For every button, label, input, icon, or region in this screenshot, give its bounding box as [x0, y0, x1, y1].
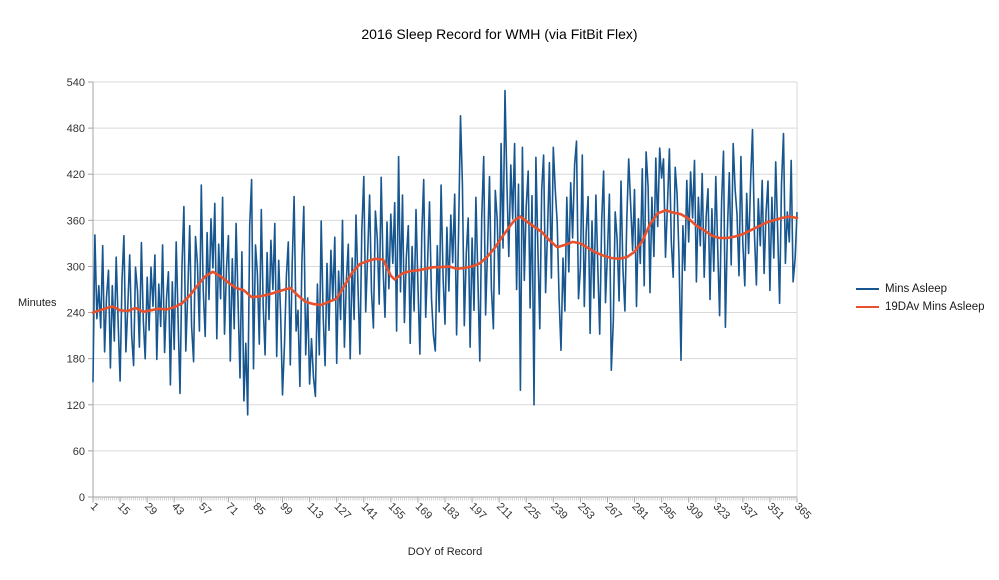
series-line-1-19dav-mins-asleep [91, 209, 799, 314]
legend: Mins Asleep 19DAv Mins Asleep [856, 280, 985, 316]
x-tick-label-281: 281 [629, 501, 650, 522]
y-tick-label-60: 60 [73, 446, 85, 458]
x-tick-label-197: 197 [467, 501, 488, 522]
legend-line-swatch-blue [856, 288, 879, 290]
legend-item-mins-asleep: Mins Asleep [856, 280, 985, 298]
y-tick-label-360: 360 [67, 215, 85, 227]
x-tick-label-57: 57 [196, 501, 213, 518]
y-tick-label-180: 180 [67, 354, 85, 366]
x-tick-label-29: 29 [142, 501, 159, 518]
x-tick-label-99: 99 [277, 501, 294, 518]
x-tick-label-351: 351 [765, 501, 786, 522]
legend-line-swatch-orange [856, 306, 879, 308]
y-axis-title: Minutes [18, 297, 57, 309]
y-tick-label-0: 0 [79, 492, 85, 504]
x-tick-label-85: 85 [250, 501, 267, 518]
x-tick-label-225: 225 [521, 501, 542, 522]
x-tick-label-211: 211 [494, 501, 515, 522]
x-tick-label-323: 323 [711, 501, 732, 522]
x-tick-label-155: 155 [386, 501, 407, 522]
x-tick-label-239: 239 [548, 501, 569, 522]
x-tick-label-113: 113 [304, 501, 325, 522]
legend-label: Mins Asleep [885, 283, 948, 295]
x-tick-label-1: 1 [88, 501, 101, 514]
y-tick-label-480: 480 [67, 123, 85, 135]
y-tick-label-300: 300 [67, 261, 85, 273]
x-tick-label-253: 253 [575, 501, 596, 522]
x-tick-label-337: 337 [738, 501, 759, 522]
x-tick-label-43: 43 [169, 501, 186, 518]
x-tick-label-295: 295 [656, 501, 677, 522]
legend-label: 19DAv Mins Asleep [885, 301, 985, 313]
chart-title: 2016 Sleep Record for WMH (via FitBit Fl… [361, 26, 638, 42]
series-line-0-mins-asleep [92, 89, 798, 416]
x-tick-label-127: 127 [332, 501, 353, 522]
x-tick-label-183: 183 [440, 501, 461, 522]
x-tick-label-365: 365 [792, 501, 813, 522]
x-tick-label-169: 169 [413, 501, 434, 522]
x-tick-label-141: 141 [359, 501, 380, 522]
y-tick-label-240: 240 [67, 308, 85, 320]
x-axis-title: DOY of Record [407, 546, 483, 558]
y-tick-label-540: 540 [67, 77, 85, 89]
x-tick-label-15: 15 [115, 501, 132, 518]
x-tick-label-267: 267 [602, 501, 623, 522]
x-tick-label-71: 71 [223, 501, 240, 518]
y-tick-label-420: 420 [67, 169, 85, 181]
x-tick-label-309: 309 [684, 501, 705, 522]
legend-item-19dav-mins-asleep: 19DAv Mins Asleep [856, 298, 985, 316]
y-tick-label-120: 120 [67, 400, 85, 412]
